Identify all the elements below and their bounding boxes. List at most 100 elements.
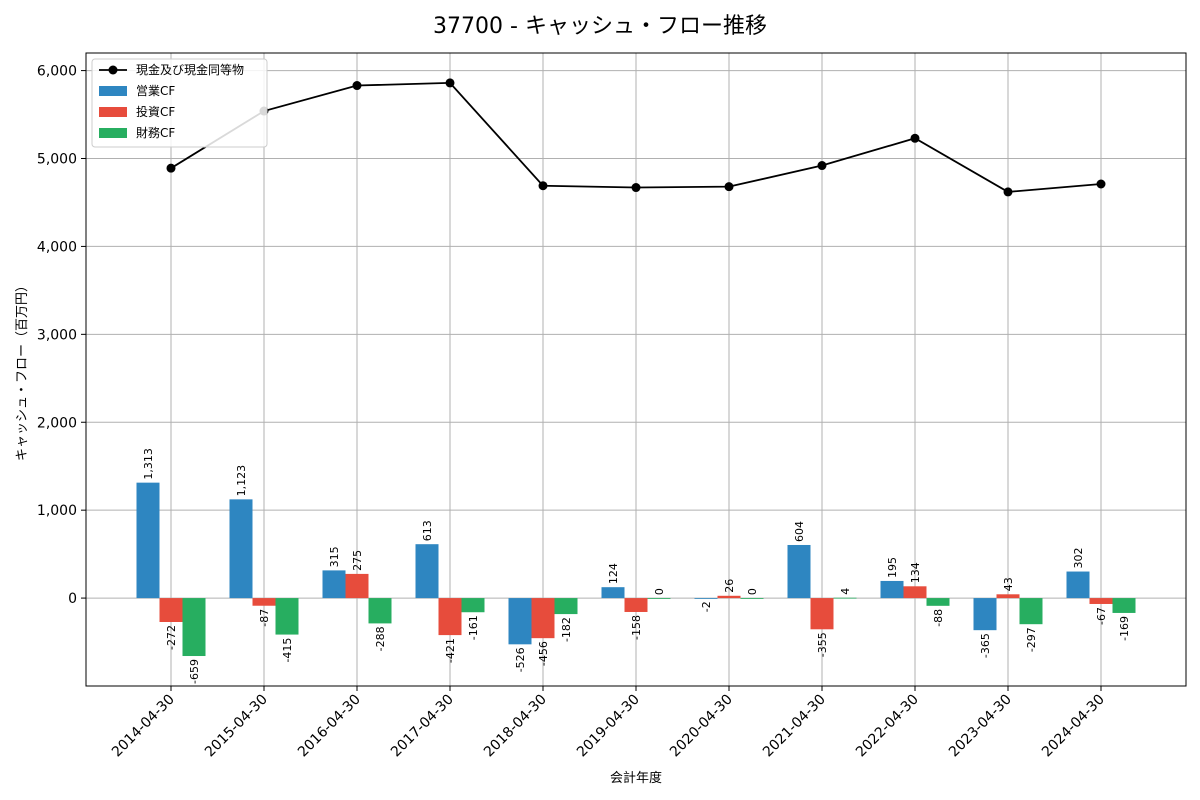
y-tick-label: 2,000 xyxy=(37,415,77,431)
bar-投資CF-2014-04-30 xyxy=(159,598,183,622)
legend-label: 現金及び現金同等物 xyxy=(136,62,244,77)
bar-投資CF-2024-04-30 xyxy=(1089,598,1113,604)
x-tick-label: 2015-04-30 xyxy=(202,692,271,761)
bar-label: -182 xyxy=(560,617,573,642)
chart-title: 37700 - キャッシュ・フロー推移 xyxy=(433,14,767,39)
bar-財務CF-2019-04-30 xyxy=(647,598,671,599)
bar-label: 195 xyxy=(886,557,899,578)
bar-投資CF-2019-04-30 xyxy=(624,598,648,612)
x-tick-label: 2023-04-30 xyxy=(946,692,1015,761)
x-tick-label: 2019-04-30 xyxy=(574,692,643,761)
y-tick-label: 6,000 xyxy=(37,64,77,80)
bar-label: -88 xyxy=(932,609,945,627)
x-tick-label: 2021-04-30 xyxy=(760,692,829,761)
x-tick-label: 2022-04-30 xyxy=(853,692,922,761)
bar-label: 275 xyxy=(351,550,364,571)
x-tick-label: 2017-04-30 xyxy=(388,692,457,761)
bar-label: -526 xyxy=(514,647,527,672)
bar-財務CF-2016-04-30 xyxy=(368,598,392,624)
y-tick-label: 4,000 xyxy=(37,239,77,255)
x-tick-label: 2018-04-30 xyxy=(481,692,550,761)
legend-swatch xyxy=(99,86,127,96)
bar-label: 1,313 xyxy=(142,448,155,480)
bar-営業CF-2024-04-30 xyxy=(1066,571,1090,599)
x-axis-ticks: 2014-04-30 2015-04-30 2016-04-30 2017-04-30… xyxy=(109,686,1108,760)
bar-label: -161 xyxy=(467,615,480,640)
bar-営業CF-2017-04-30 xyxy=(415,544,439,599)
cash-point-2021-04-30 xyxy=(817,161,827,171)
legend-box xyxy=(91,58,268,148)
legend-line-marker xyxy=(108,65,118,75)
bar-label: 43 xyxy=(1002,577,1015,591)
bar-営業CF-2016-04-30 xyxy=(322,570,346,599)
bar-label: -272 xyxy=(165,625,178,650)
bar-財務CF-2014-04-30 xyxy=(182,598,206,657)
bar-営業CF-2018-04-30 xyxy=(508,598,532,645)
bar-財務CF-2017-04-30 xyxy=(461,598,485,613)
bar-label: 26 xyxy=(723,579,736,593)
bar-label: -297 xyxy=(1025,627,1038,652)
legend-label: 投資CF xyxy=(136,104,175,119)
bar-label: -2 xyxy=(700,601,713,612)
bar-value-labels: 1,313 1,123 315 613 -526 124 -2 604 195 -365 302 -2… xyxy=(142,448,1131,684)
bar-営業CF-2019-04-30 xyxy=(601,587,625,599)
x-axis-label: 会計年度 xyxy=(610,770,662,786)
bar-label: -288 xyxy=(374,626,387,651)
cash-point-2016-04-30 xyxy=(352,81,362,91)
bar-label: -659 xyxy=(188,659,201,684)
bars-group xyxy=(136,482,1136,657)
cash-line-layer xyxy=(166,78,1106,197)
bar-財務CF-2015-04-30 xyxy=(275,598,299,635)
y-tick-label: 0 xyxy=(68,591,77,607)
cash-point-2024-04-30 xyxy=(1096,179,1106,189)
bar-label: -169 xyxy=(1118,616,1131,641)
bar-label: 134 xyxy=(909,562,922,583)
bar-財務CF-2022-04-30 xyxy=(926,598,950,606)
bar-label: 315 xyxy=(328,546,341,567)
bar-label: 124 xyxy=(607,563,620,584)
bar-営業CF-2023-04-30 xyxy=(973,598,997,631)
y-axis-ticks: 0 1,000 2,000 3,000 4,000 5,000 6,000 xyxy=(37,64,86,607)
bar-営業CF-2015-04-30 xyxy=(229,499,253,599)
legend-label: 財務CF xyxy=(136,125,175,140)
grid-lines xyxy=(86,53,1186,686)
bar-label: 0 xyxy=(746,588,759,595)
bar-投資CF-2021-04-30 xyxy=(810,598,834,630)
cash-point-2023-04-30 xyxy=(1003,187,1013,197)
legend-swatch xyxy=(99,107,127,117)
bar-営業CF-2014-04-30 xyxy=(136,482,160,599)
bar-営業CF-2022-04-30 xyxy=(880,580,904,599)
y-tick-label: 1,000 xyxy=(37,503,77,519)
cash-point-2019-04-30 xyxy=(631,183,641,193)
y-tick-label: 5,000 xyxy=(37,152,77,168)
bar-営業CF-2021-04-30 xyxy=(787,544,811,599)
bar-label: -421 xyxy=(444,638,457,663)
x-tick-label: 2014-04-30 xyxy=(109,692,178,761)
bar-label: 302 xyxy=(1072,548,1085,569)
x-tick-label: 2020-04-30 xyxy=(667,692,736,761)
cash-point-2020-04-30 xyxy=(724,182,734,192)
bar-label: 0 xyxy=(653,588,666,595)
bar-label: -456 xyxy=(537,641,550,666)
bar-財務CF-2020-04-30 xyxy=(740,598,764,599)
bar-label: -87 xyxy=(258,609,271,627)
legend-label: 営業CF xyxy=(136,84,175,98)
bar-財務CF-2023-04-30 xyxy=(1019,598,1043,625)
bar-label: 613 xyxy=(421,520,434,541)
cash-point-2014-04-30 xyxy=(166,163,176,173)
y-axis-label: キャッシュ・フロー（百万円） xyxy=(15,279,30,461)
bar-投資CF-2018-04-30 xyxy=(531,598,555,639)
bar-label: 604 xyxy=(793,521,806,542)
bar-投資CF-2015-04-30 xyxy=(252,598,276,606)
x-tick-label: 2016-04-30 xyxy=(295,692,364,761)
cash-point-2018-04-30 xyxy=(538,181,548,191)
legend-swatch xyxy=(99,128,127,138)
cash-point-2017-04-30 xyxy=(445,78,455,88)
bar-投資CF-2023-04-30 xyxy=(996,594,1020,599)
bar-投資CF-2017-04-30 xyxy=(438,598,462,636)
bar-label: -158 xyxy=(630,615,643,640)
bar-label: 1,123 xyxy=(235,465,248,497)
bar-財務CF-2018-04-30 xyxy=(554,598,578,615)
